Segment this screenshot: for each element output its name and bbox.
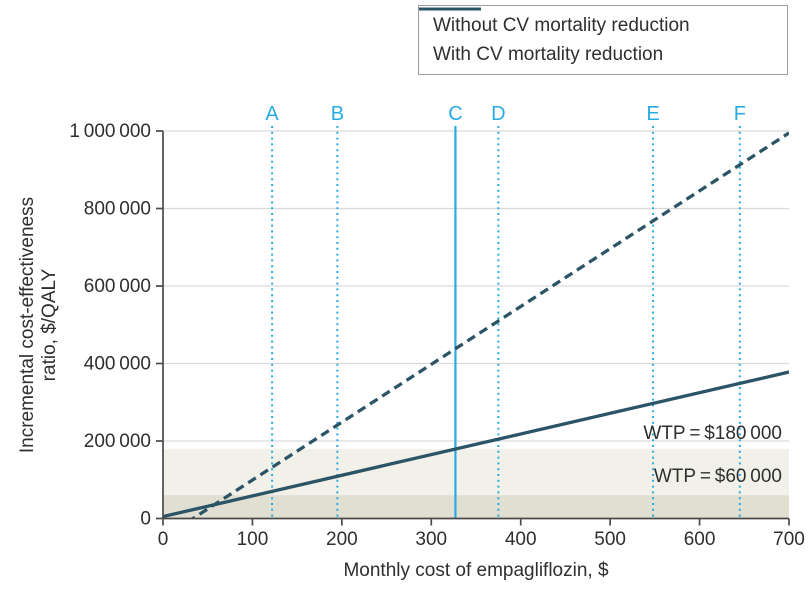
y-tick-label-800000: 800 000	[84, 199, 151, 220]
x-tick-label-600: 600	[684, 529, 716, 550]
wtp-band-60000	[163, 495, 789, 519]
legend-label-without-cv: Without CV mortality reduction	[433, 14, 690, 36]
y-axis-title-line1: Incremental cost-effectiveness	[17, 196, 38, 454]
marker-label-B: B	[331, 103, 344, 125]
x-axis-title: Monthly cost of empagliflozin, $	[343, 560, 609, 581]
y-tick-label-600000: 600 000	[84, 276, 151, 297]
y-tick-label-1000000: 1 000 000	[69, 121, 151, 142]
y-tick-label-400000: 400 000	[84, 354, 151, 375]
wtp-60000-label: WTP = $60 000	[653, 466, 782, 487]
legend: Without CV mortality reduction With CV m…	[418, 5, 788, 75]
series-line-without-cv	[189, 131, 789, 519]
y-tick-label-200000: 200 000	[84, 431, 151, 452]
x-tick-label-300: 300	[415, 529, 447, 550]
wtp-180000-label: WTP = $180 000	[643, 423, 782, 444]
x-tick-label-200: 200	[326, 529, 358, 550]
x-tick-label-700: 700	[773, 529, 805, 550]
marker-label-C: C	[448, 103, 462, 125]
marker-label-E: E	[646, 103, 659, 125]
y-axis-title-line2: ratio, $/QALY	[39, 268, 60, 382]
legend-item-without-cv: Without CV mortality reduction	[419, 7, 787, 39]
marker-label-F: F	[734, 103, 746, 125]
y-axis-title: Incremental cost-effectiveness ratio, $/…	[17, 197, 61, 453]
x-tick-label-100: 100	[237, 529, 269, 550]
x-tick-label-400: 400	[505, 529, 537, 550]
legend-solid-sample	[419, 7, 481, 11]
marker-label-D: D	[491, 103, 505, 125]
x-tick-label-500: 500	[594, 529, 626, 550]
legend-item-with-cv: With CV mortality reduction	[419, 7, 787, 68]
series-line-with-cv	[163, 370, 789, 519]
legend-label-with-cv: With CV mortality reduction	[433, 43, 664, 65]
y-tick-label-0: 0	[140, 509, 151, 530]
marker-label-A: A	[265, 103, 279, 125]
x-tick-label-0: 0	[158, 529, 169, 550]
